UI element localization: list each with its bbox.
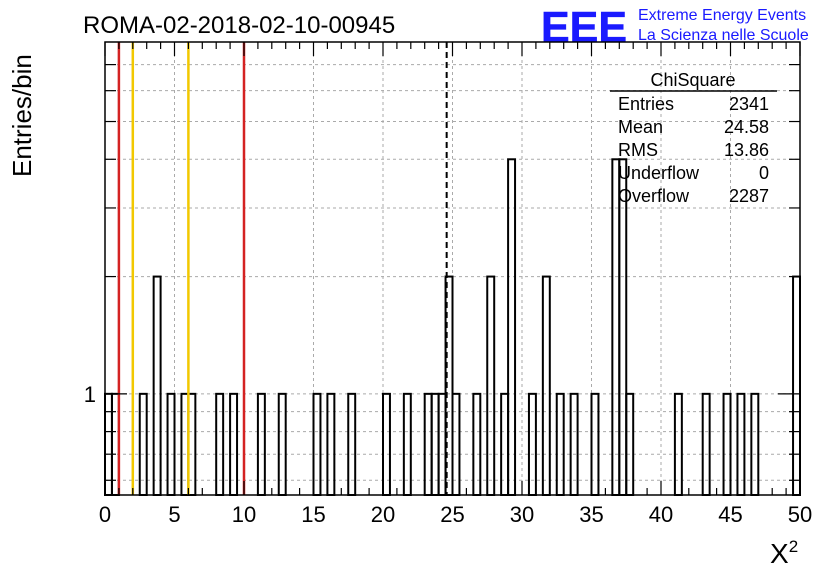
logo-line-2: La Scienza nelle Scuole [638, 27, 809, 44]
histogram [104, 158, 801, 497]
x-tick-labels: 0 5 10 15 20 25 30 35 40 45 50 [99, 502, 812, 527]
histogram-bin [486, 275, 496, 496]
histogram-bin [152, 275, 162, 496]
stats-value: 2341 [729, 94, 769, 114]
x-tick-label: 0 [99, 502, 111, 527]
x-tick-label: 45 [718, 502, 742, 527]
histogram-bin [507, 158, 517, 497]
stats-value: 24.58 [724, 117, 769, 137]
x-tick-label: 35 [579, 502, 603, 527]
histogram-bin [541, 275, 551, 496]
histogram-bin [792, 275, 801, 496]
stats-label: Mean [618, 117, 663, 137]
stats-value: 2287 [729, 186, 769, 206]
x-tick-label: 15 [301, 502, 325, 527]
x-tick-label: 5 [168, 502, 180, 527]
reference-lines [117, 42, 448, 495]
axis-ticks [104, 42, 801, 495]
x-tick-label: 25 [440, 502, 464, 527]
x-tick-label: 40 [649, 502, 673, 527]
logo-line-1: Extreme Energy Events [638, 7, 806, 24]
stats-box-title: ChiSquare [650, 70, 735, 90]
chart-title: ROMA-02-2018-02-10-00945 [83, 12, 395, 39]
histogram-bin [618, 158, 628, 497]
x-axis-label: X2 [770, 537, 798, 569]
x-tick-label: 10 [232, 502, 256, 527]
stats-box: ChiSquare Entries 2341 Mean 24.58 RMS 13.86 Un… [610, 70, 777, 206]
x-axis-label-sup: 2 [789, 537, 798, 556]
y-axis-label: Entries/bin [7, 54, 37, 177]
stats-label: RMS [618, 140, 658, 160]
stats-label: Overflow [618, 186, 690, 206]
stats-label: Entries [618, 94, 674, 114]
stats-value: 0 [759, 163, 769, 183]
y-tick-label: 1 [84, 382, 96, 407]
eee-logo: EEE Extreme Energy Events La Scienza nel… [541, 3, 809, 53]
stats-label: Underflow [618, 163, 700, 183]
histogram-bin [611, 158, 621, 497]
x-axis-label-main: X [770, 538, 789, 569]
stats-value: 13.86 [724, 140, 769, 160]
logo-eee-text: EEE [541, 3, 627, 52]
x-tick-label: 50 [788, 502, 812, 527]
x-tick-label: 30 [510, 502, 534, 527]
y-tick-labels: 1 [84, 382, 96, 407]
x-tick-label: 20 [371, 502, 395, 527]
